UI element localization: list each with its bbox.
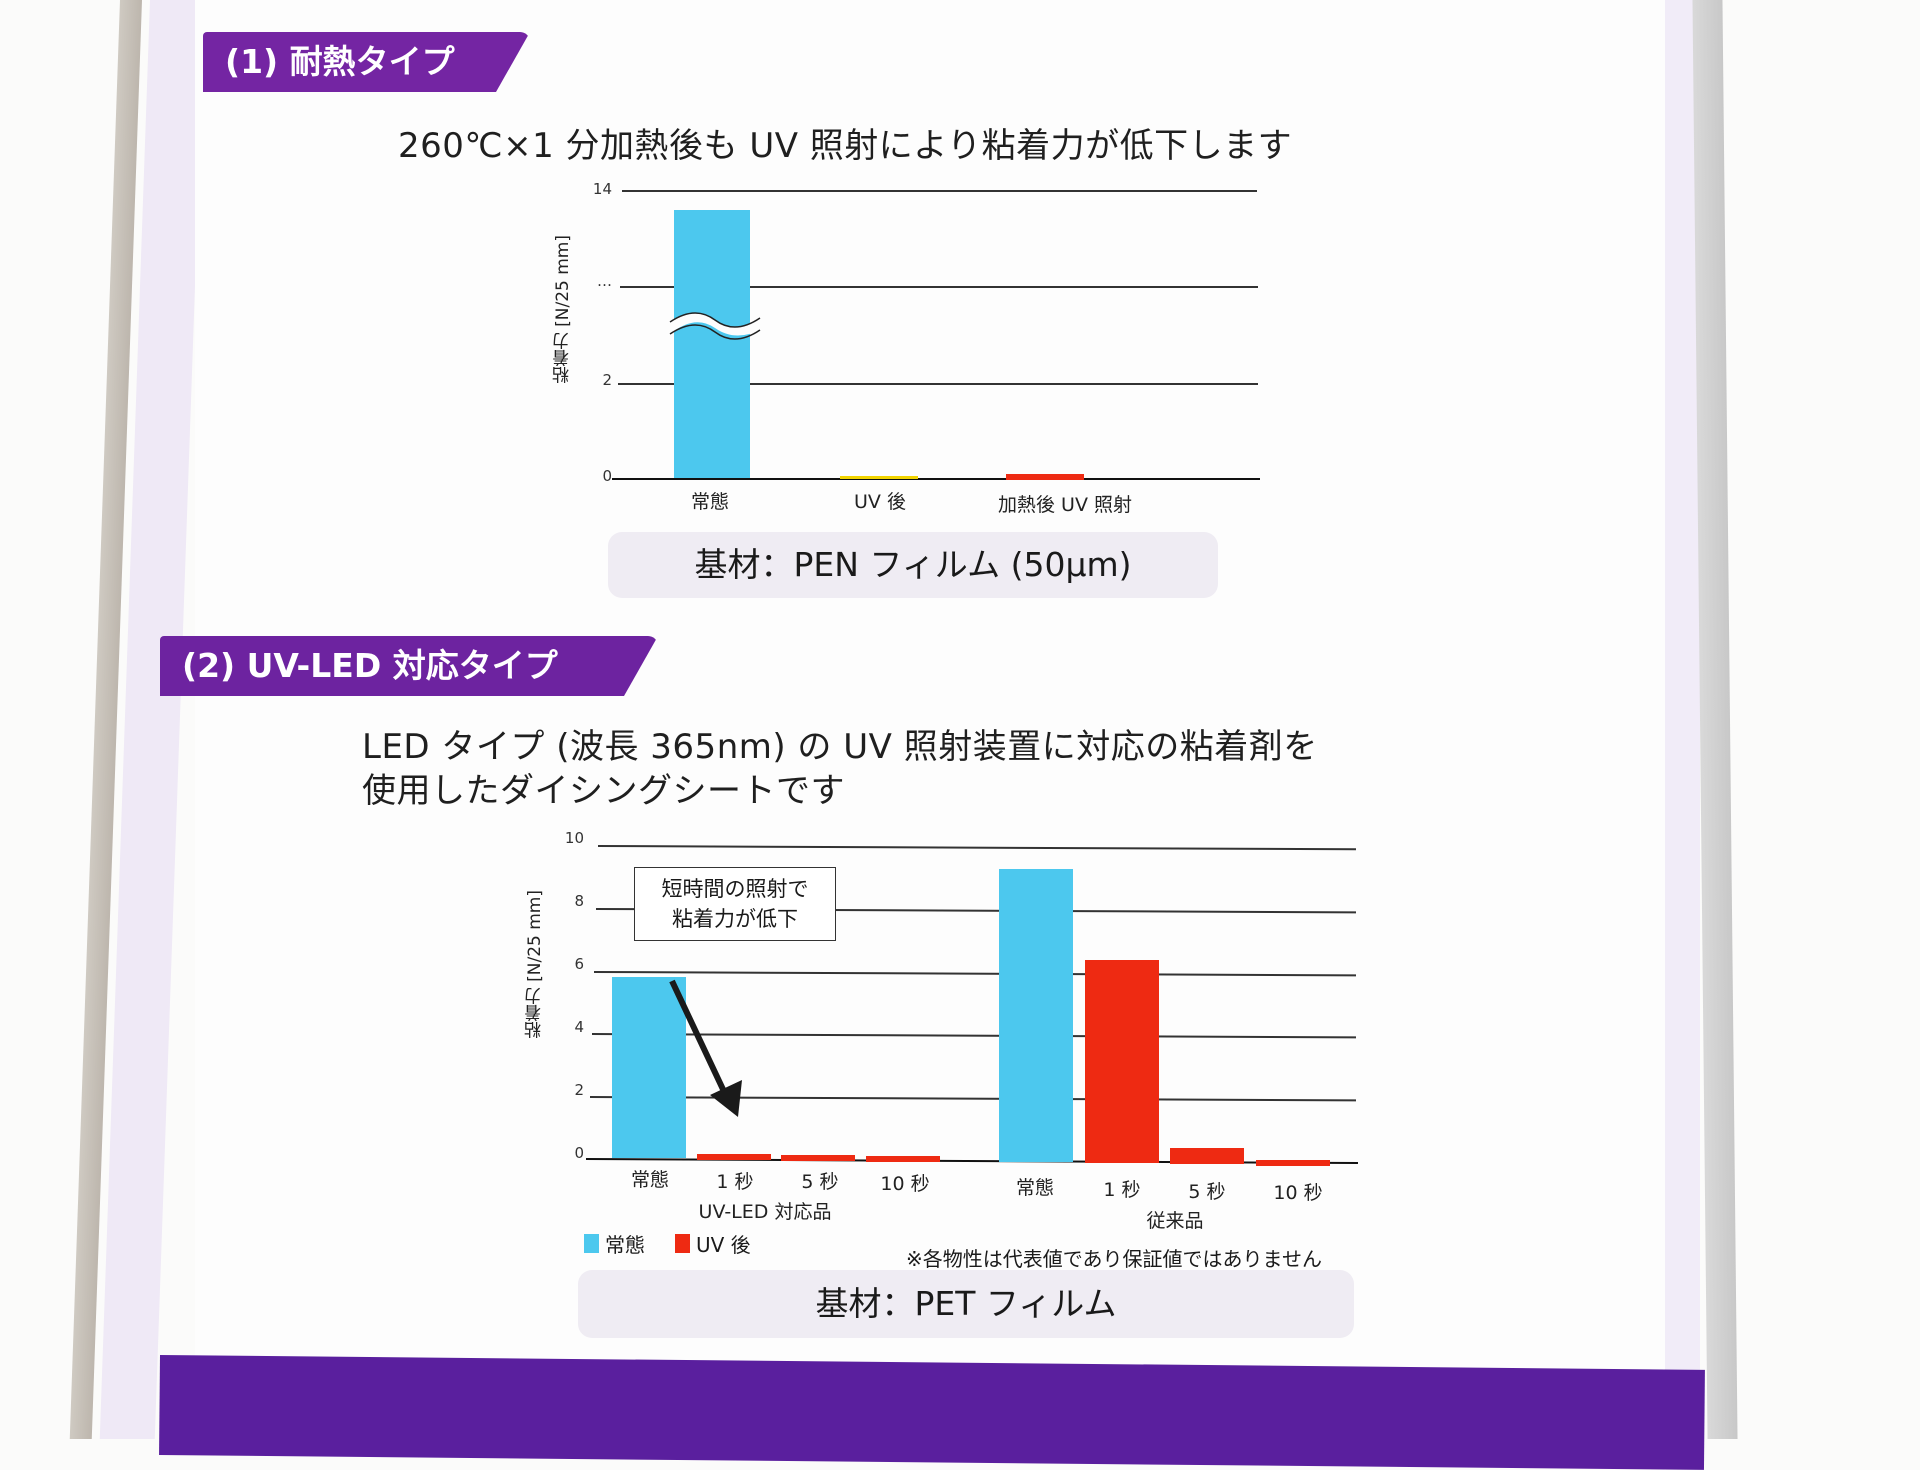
y-tick-0: 0 [574, 1144, 584, 1162]
bar-conv-10s [1256, 1160, 1330, 1166]
bar-led-5s [781, 1155, 855, 1161]
x-label-led-1s: 1 秒 [716, 1171, 754, 1193]
section2-tab: (2) UV-LED 対応タイプ [160, 636, 658, 696]
bar-conv-5s [1170, 1148, 1244, 1164]
x-group-label-conv: 従来品 [1146, 1210, 1204, 1232]
x-label-conv-normal: 常態 [1015, 1177, 1054, 1199]
legend-swatch-normal [584, 1234, 599, 1253]
y-axis-label: 粘着力 [N/25 mm] [553, 235, 573, 384]
bottom-purple-band [159, 1355, 1705, 1470]
section2-lead-line1: LED タイプ (波長 365nm) の UV 照射装置に対応の粘着剤を [362, 727, 1318, 767]
y-tick-break: … [597, 272, 612, 290]
y-axis-label: 粘着力 [N/25 mm] [525, 890, 545, 1039]
x-label-after-uv: UV 後 [854, 491, 906, 513]
y-tick-10: 10 [564, 829, 584, 847]
y-tick-8: 8 [574, 892, 584, 910]
axis-break-icon [669, 312, 761, 340]
chart-uv-led: 粘着力 [N/25 mm] 10 8 6 4 2 0 短時間の照射で 粘着力が低… [510, 825, 1360, 1245]
section1-tab: (1) 耐熱タイプ [203, 32, 530, 92]
x-label-led-normal: 常態 [630, 1169, 669, 1191]
decrease-arrow-icon [669, 979, 742, 1117]
section1-lead: 260℃×1 分加熱後も UV 照射により粘着力が低下します [398, 126, 1293, 166]
y-tick-6: 6 [574, 955, 584, 973]
gridline [620, 286, 1258, 288]
section2-lead: LED タイプ (波長 365nm) の UV 照射装置に対応の粘着剤を 使用し… [362, 725, 1318, 813]
gridline [622, 190, 1257, 192]
bar-led-10s [866, 1156, 940, 1162]
x-label-conv-5s: 5 秒 [1188, 1181, 1226, 1203]
y-tick-2: 2 [574, 1081, 584, 1099]
substrate-pen-box: 基材：PEN フィルム (50μm) [608, 532, 1218, 598]
substrate-pet-label: 基材：PET フィルム [815, 1284, 1117, 1323]
y-tick-2: 2 [602, 371, 612, 389]
section2-lead-line2: 使用したダイシングシートです [362, 771, 845, 811]
y-tick-14: 14 [592, 180, 612, 198]
substrate-pen-label: 基材：PEN フィルム (50μm) [694, 545, 1132, 584]
bar-led-normal [612, 977, 686, 1158]
bar-after-uv [840, 476, 918, 479]
bar-led-1s [697, 1154, 771, 1160]
y-tick-0: 0 [602, 467, 612, 485]
disclaimer-note: ※各物性は代表値であり保証値ではありません [906, 1247, 1322, 1271]
legend: 常態 UV 後 [584, 1229, 751, 1258]
chart-heat-resistant: 粘着力 [N/25 mm] 14 … 2 0 常態 UV 後 加熱後 UV 照射 [540, 180, 1260, 520]
x-label-led-10s: 10 秒 [880, 1173, 930, 1195]
x-label-conv-1s: 1 秒 [1103, 1179, 1141, 1201]
callout-line1: 短時間の照射で [661, 877, 809, 901]
x-label-conv-10s: 10 秒 [1273, 1182, 1323, 1204]
legend-swatch-after-uv [675, 1234, 690, 1253]
callout-line2: 粘着力が低下 [672, 907, 798, 931]
panel-margin-right [1660, 0, 1700, 1439]
poster-panel [195, 0, 1665, 1439]
bar-conv-1s [1085, 960, 1159, 1163]
bar-normal [674, 210, 750, 478]
x-label-heat-uv: 加熱後 UV 照射 [998, 494, 1132, 516]
bar-conv-normal [999, 869, 1073, 1162]
bar-heat-uv [1006, 474, 1084, 480]
x-label-normal: 常態 [690, 491, 729, 513]
legend-label-normal: 常態 [605, 1233, 645, 1257]
x-group-label-led: UV-LED 対応品 [698, 1201, 832, 1223]
gridline [597, 845, 1356, 850]
gridline [618, 383, 1258, 385]
substrate-pet-box: 基材：PET フィルム [578, 1270, 1354, 1338]
legend-label-after-uv: UV 後 [696, 1233, 751, 1257]
x-axis-line [612, 478, 1260, 480]
callout-box: 短時間の照射で 粘着力が低下 [634, 867, 836, 941]
y-tick-4: 4 [574, 1018, 584, 1036]
x-label-led-5s: 5 秒 [801, 1171, 839, 1193]
